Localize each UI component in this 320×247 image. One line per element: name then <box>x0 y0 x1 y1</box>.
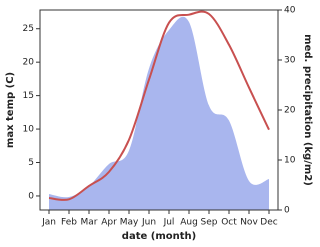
y2-tick-label: 10 <box>284 156 296 166</box>
x-tick-label: Feb <box>61 218 77 228</box>
y2-tick-label: 20 <box>284 106 296 116</box>
y2-tick-label: 30 <box>284 56 296 66</box>
y-tick-label: 0 <box>28 191 34 201</box>
x-tick-label: Mar <box>81 218 98 228</box>
y2-tick-label: 0 <box>284 206 290 216</box>
y2-axis-title: med. precipitation (kg/m2) <box>302 34 313 186</box>
x-tick-label: Apr <box>101 218 117 228</box>
x-tick-label: Dec <box>260 218 277 228</box>
x-tick-label: May <box>120 218 139 228</box>
x-tick-label: Jun <box>141 218 156 228</box>
y-tick-label: 15 <box>23 91 34 101</box>
y2-tick-label: 40 <box>284 6 296 16</box>
x-tick-label: Jul <box>163 218 175 228</box>
x-tick-label: Sep <box>201 218 218 228</box>
x-tick-label: Jan <box>41 218 56 228</box>
temperature-line <box>48 10 270 201</box>
y-tick-label: 25 <box>23 24 34 34</box>
y-tick-label: 5 <box>28 158 34 168</box>
y-tick-label: 10 <box>23 125 35 135</box>
y-axis-title: max temp (C) <box>5 72 16 148</box>
precipitation-area <box>49 16 269 211</box>
x-axis-title: date (month) <box>122 231 196 242</box>
x-tick-label: Nov <box>240 218 258 228</box>
x-tick-label: Oct <box>221 218 237 228</box>
x-tick-label: Aug <box>180 218 198 228</box>
y-tick-label: 20 <box>23 58 35 68</box>
